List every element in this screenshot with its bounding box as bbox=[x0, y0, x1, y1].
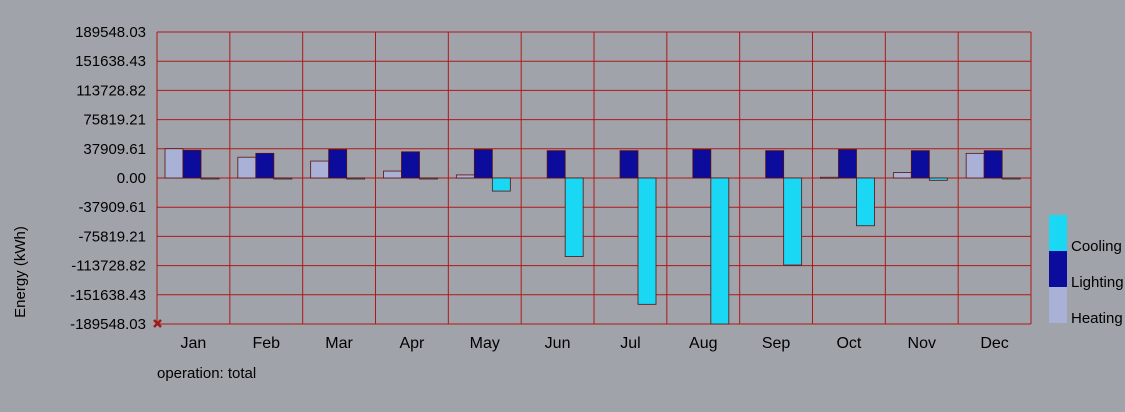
bar-cooling-apr bbox=[419, 177, 438, 180]
bar-heating-feb bbox=[237, 156, 257, 179]
marker-stroke bbox=[153, 319, 162, 328]
legend-label-heating: Heating bbox=[1071, 310, 1123, 327]
bar-lighting-oct bbox=[838, 149, 857, 179]
y-tick-label: -189548.03 bbox=[70, 316, 146, 333]
x-tick-label: Oct bbox=[836, 335, 861, 352]
bar-cooling-dec bbox=[1001, 177, 1021, 180]
x-tick-label: Feb bbox=[252, 335, 280, 352]
y-tick-label: -37909.61 bbox=[78, 199, 146, 216]
bar-heating-jan bbox=[164, 148, 184, 179]
x-tick-label: Aug bbox=[689, 335, 717, 352]
x-tick-label: May bbox=[470, 335, 500, 352]
bar-heating-nov bbox=[892, 172, 912, 179]
bar-lighting-mar bbox=[328, 149, 348, 179]
y-tick-labels: 189548.03 151638.43 113728.82 75819.21 37909… bbox=[70, 24, 146, 333]
y-tick-label: -113728.82 bbox=[71, 258, 146, 275]
grid bbox=[156, 31, 1032, 325]
bar-lighting-feb bbox=[255, 152, 275, 179]
bar-heating-dec bbox=[965, 152, 985, 179]
legend-swatch-cooling bbox=[1049, 215, 1067, 251]
bar-lighting-apr bbox=[401, 151, 420, 179]
bar-cooling-feb bbox=[273, 177, 293, 180]
bar-cooling-mar bbox=[346, 177, 366, 180]
bar-lighting-dec bbox=[983, 150, 1003, 179]
y-tick-label: -151638.43 bbox=[70, 287, 146, 304]
y-tick-label: 37909.61 bbox=[83, 141, 146, 158]
bar-cooling-may bbox=[491, 177, 511, 192]
bar-lighting-jan bbox=[182, 149, 202, 179]
x-tick-label: Mar bbox=[325, 335, 353, 352]
bar-lighting-sep bbox=[765, 150, 785, 179]
bar-heating-may bbox=[455, 174, 475, 179]
bar-lighting-jun bbox=[546, 150, 566, 179]
bar-lighting-may bbox=[473, 149, 493, 179]
legend-swatch-heating bbox=[1049, 287, 1067, 323]
x-tick-label: Dec bbox=[980, 335, 1008, 352]
y-axis-label: Energy (kWh) bbox=[12, 226, 29, 318]
bar-heating-oct bbox=[820, 176, 839, 179]
bar-cooling-oct bbox=[856, 177, 875, 227]
y-tick-label: 113728.82 bbox=[76, 82, 146, 99]
x-tick-label: Sep bbox=[762, 335, 791, 352]
y-tick-label: 0.00 bbox=[117, 170, 146, 187]
x-tick-label: Jun bbox=[545, 335, 571, 352]
legend: Cooling Lighting Heating bbox=[1049, 215, 1124, 327]
bar-lighting-nov bbox=[910, 150, 930, 179]
legend-label-cooling: Cooling bbox=[1071, 238, 1122, 255]
bar-cooling-aug bbox=[710, 177, 730, 325]
origin-marker-icon bbox=[153, 319, 162, 328]
legend-label-lighting: Lighting bbox=[1071, 274, 1124, 291]
bars bbox=[164, 148, 1021, 325]
bar-heating-mar bbox=[310, 160, 330, 179]
x-tick-label: Jul bbox=[620, 335, 640, 352]
bar-cooling-sep bbox=[783, 177, 803, 266]
legend-swatch-lighting bbox=[1049, 251, 1067, 287]
y-tick-label: 189548.03 bbox=[75, 24, 146, 41]
bar-cooling-jun bbox=[564, 177, 584, 257]
bar-heating-apr bbox=[383, 170, 402, 179]
x-tick-label: Jan bbox=[181, 335, 207, 352]
y-tick-label: 75819.21 bbox=[83, 112, 146, 129]
y-tick-label: -75819.21 bbox=[78, 228, 146, 245]
bar-cooling-nov bbox=[928, 177, 948, 181]
bar-lighting-aug bbox=[692, 149, 712, 179]
x-tick-labels: Jan Feb Mar Apr May Jun Jul Aug Sep Oct Nov Dec bbox=[181, 335, 1009, 352]
y-tick-label: 151638.43 bbox=[75, 53, 146, 70]
bar-cooling-jan bbox=[200, 177, 220, 180]
bar-lighting-jul bbox=[619, 150, 639, 179]
bar-cooling-jul bbox=[637, 177, 657, 305]
operation-label: operation: total bbox=[157, 365, 256, 382]
x-tick-label: Nov bbox=[908, 335, 936, 352]
x-tick-label: Apr bbox=[399, 335, 425, 352]
